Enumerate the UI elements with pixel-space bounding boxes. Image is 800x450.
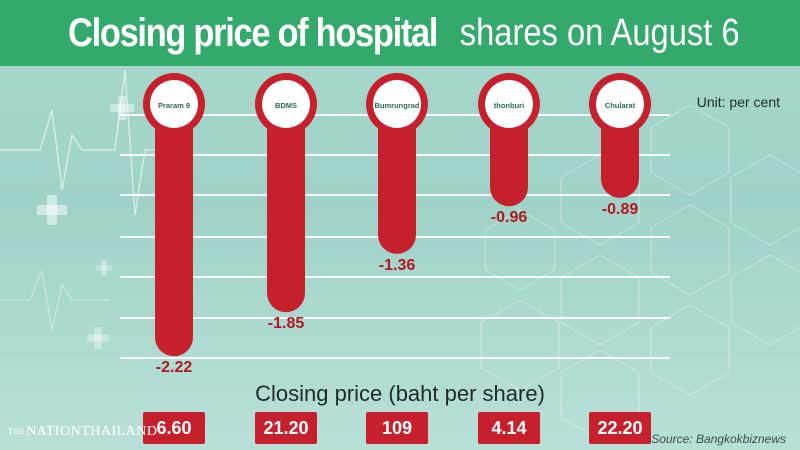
hospital-logos: Praram 9 BDMS Bumrungrad thonburi Chularat bbox=[143, 73, 651, 135]
price-box: 4.14 bbox=[478, 412, 540, 444]
bar-end bbox=[267, 274, 305, 313]
brand-prefix: THE bbox=[8, 427, 26, 437]
title-bar: Closing price of hospital shares on Augu… bbox=[0, 0, 800, 66]
bar-end bbox=[601, 159, 639, 198]
change-labels: -2.22 -1.85 -1.36 -0.96 -0.89 bbox=[156, 201, 639, 376]
bar-end bbox=[155, 318, 193, 357]
logo-text: Bumrungrad bbox=[375, 101, 420, 110]
price-value: 6.60 bbox=[156, 417, 192, 438]
change-label: -0.89 bbox=[602, 201, 639, 218]
brand-name: NATIONTHAILAND bbox=[26, 424, 158, 439]
logo-text: Praram 9 bbox=[158, 101, 190, 110]
cross-decoration bbox=[37, 205, 67, 215]
unit-label: Unit: per cent bbox=[696, 94, 780, 110]
logo-background bbox=[262, 80, 310, 128]
title-bold: Closing price of hospital bbox=[67, 10, 438, 55]
hexagon-decoration bbox=[650, 104, 730, 196]
logo-text: thonburi bbox=[494, 101, 524, 110]
logo-text: BDMS bbox=[275, 101, 297, 110]
logo-text: Chularat bbox=[605, 101, 636, 110]
price-value: 22.20 bbox=[597, 417, 643, 438]
cross-decoration bbox=[87, 334, 109, 342]
hexagon-decoration bbox=[560, 254, 640, 346]
title-light: shares on August 6 bbox=[459, 11, 740, 54]
change-label: -0.96 bbox=[491, 209, 528, 226]
heartbeat-line bbox=[0, 69, 160, 216]
change-label: -1.36 bbox=[379, 257, 416, 274]
cross-decoration bbox=[118, 96, 126, 120]
price-box: 6.60 bbox=[143, 412, 205, 444]
brand-logo: THENATIONTHAILAND bbox=[8, 424, 157, 440]
change-label: -2.22 bbox=[156, 359, 193, 376]
change-label: -1.85 bbox=[268, 315, 305, 332]
price-value: 109 bbox=[381, 417, 413, 438]
logo-background bbox=[485, 80, 533, 128]
cross-decoration bbox=[101, 260, 107, 276]
bar-end bbox=[490, 168, 528, 207]
price-box: 109 bbox=[366, 412, 428, 444]
price-box: 22.20 bbox=[589, 412, 651, 444]
hexagon-decoration bbox=[650, 204, 730, 296]
logo-background bbox=[373, 80, 421, 128]
hexagon-decoration bbox=[730, 254, 800, 346]
hexagon-decoration bbox=[480, 299, 560, 391]
bar-end bbox=[378, 215, 416, 254]
background-decoration bbox=[0, 69, 800, 441]
hexagon-decoration bbox=[484, 209, 556, 291]
source-credit: Source: Bangkokbiznews bbox=[651, 432, 786, 446]
price-caption: Closing price (baht per share) bbox=[255, 381, 545, 406]
cross-decoration bbox=[110, 104, 134, 112]
logo-background bbox=[596, 80, 644, 128]
price-value: 21.20 bbox=[263, 417, 309, 438]
logo-background bbox=[150, 80, 198, 128]
hexagon-decoration bbox=[650, 304, 730, 396]
heartbeat-line bbox=[0, 267, 110, 331]
hexagon-decoration bbox=[730, 154, 800, 246]
price-box: 21.20 bbox=[255, 412, 317, 444]
cross-decoration bbox=[94, 327, 102, 349]
price-value: 4.14 bbox=[491, 417, 527, 438]
cross-decoration bbox=[96, 265, 112, 271]
